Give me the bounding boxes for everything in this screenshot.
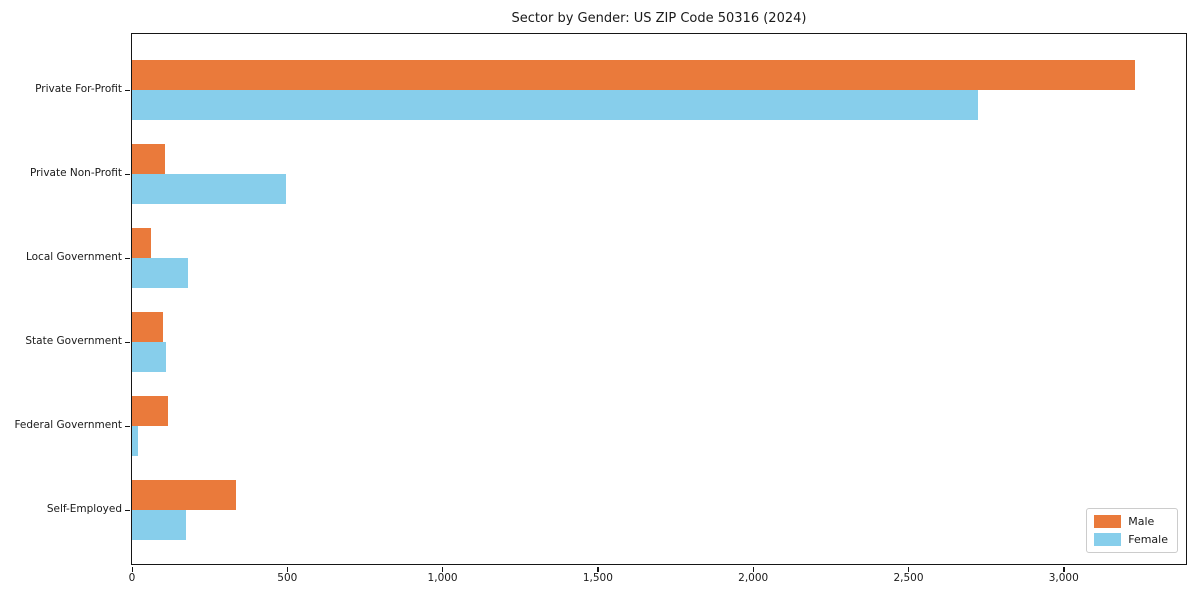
y-axis-label: Private For-Profit <box>35 83 122 95</box>
bar-female-3 <box>132 342 167 372</box>
y-tick-mark <box>125 341 130 343</box>
x-tick-mark <box>907 567 910 572</box>
legend-swatch-male <box>1094 515 1122 528</box>
x-tick-mark <box>286 567 289 572</box>
x-axis-tick-label: 3,000 <box>1048 572 1079 584</box>
bar-male-2 <box>132 228 151 258</box>
y-axis-label: Local Government <box>25 251 122 263</box>
y-tick-mark <box>125 509 130 511</box>
y-axis-label: Federal Government <box>14 419 122 431</box>
y-axis-labels: Private For-Profit Private Non-Profit Loca… <box>0 33 122 565</box>
x-axis-tick-label: 1,500 <box>582 572 613 584</box>
legend-entry-male: Male <box>1094 515 1168 528</box>
bar-male-3 <box>132 312 164 342</box>
bar-male-5 <box>132 480 237 510</box>
x-axis-tick-label: 1,000 <box>427 572 458 584</box>
y-tick-mark <box>125 257 130 259</box>
x-tick-mark <box>1063 567 1065 572</box>
bar-male-4 <box>132 396 168 426</box>
legend: Male Female <box>1086 508 1178 553</box>
bar-male-1 <box>132 144 165 174</box>
bar-female-5 <box>132 510 187 540</box>
bar-female-4 <box>132 426 139 456</box>
plot-area: Male Female 0 500 1,000 1,500 2,000 2,500 3,000 <box>125 33 1187 584</box>
x-axis-tick-label: 2,000 <box>738 572 769 584</box>
x-axis-tick-label: 500 <box>277 572 298 584</box>
bar-female-1 <box>132 174 286 204</box>
x-axis-tick-label: 2,500 <box>893 572 924 584</box>
y-axis-label: Private Non-Profit <box>29 167 122 179</box>
legend-entry-female: Female <box>1094 533 1168 546</box>
y-axis-label: State Government <box>25 335 122 347</box>
x-tick-mark <box>752 567 754 572</box>
bar-female-0 <box>132 90 979 120</box>
y-axis-label: Self-Employed <box>46 503 122 515</box>
legend-label: Female <box>1128 533 1168 546</box>
x-tick-mark <box>442 567 444 572</box>
legend-swatch-female <box>1094 533 1122 546</box>
chart-title: Sector by Gender: US ZIP Code 50316 (202… <box>511 11 807 26</box>
x-tick-mark <box>597 567 599 572</box>
bar-male-0 <box>132 60 1136 90</box>
y-tick-mark <box>125 89 130 91</box>
bar-female-2 <box>132 258 188 288</box>
x-axis-tick-label: 0 <box>128 572 136 584</box>
y-tick-mark <box>125 173 130 175</box>
x-tick-mark <box>131 567 133 572</box>
y-tick-mark <box>125 425 130 427</box>
legend-label: Male <box>1128 515 1155 528</box>
